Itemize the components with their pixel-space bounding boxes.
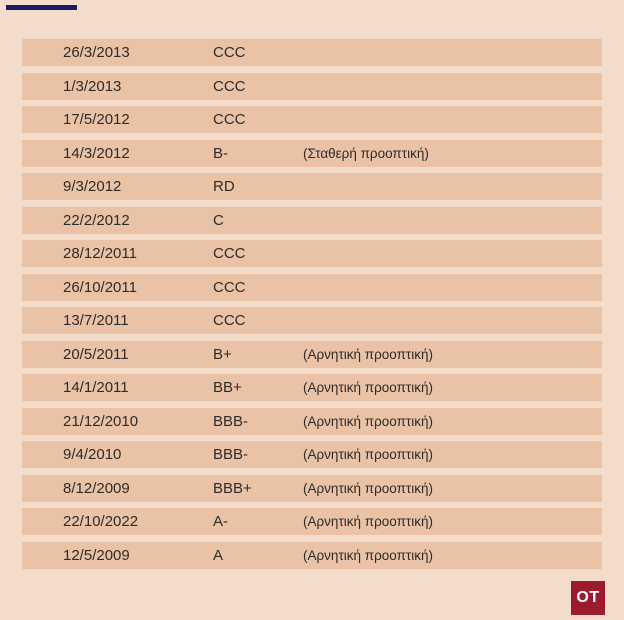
rating-date: 21/12/2010	[63, 412, 139, 430]
rating-date: 20/5/2011	[63, 345, 129, 363]
rating-date: 12/5/2009	[63, 546, 130, 564]
rating-value: CCC	[213, 111, 246, 128]
table-row: 26/10/2011 CCC	[22, 273, 602, 301]
table-row: 26/3/2013 CCC	[22, 39, 602, 66]
table-row: 22/2/2012 C	[22, 206, 602, 234]
ot-logo: OT	[571, 581, 605, 615]
table-row: 9/3/2012 RD	[22, 173, 602, 200]
rating-date: 8/12/2009	[63, 479, 130, 497]
rating-value: C	[213, 211, 224, 229]
rating-date: 14/1/2011	[63, 379, 129, 396]
rating-value: CCC	[213, 278, 246, 296]
rating-value: BBB-	[213, 446, 249, 463]
rating-outlook: (Αρνητική προοπτική)	[303, 447, 433, 462]
rating-value: A-	[213, 513, 228, 530]
table-row: 1/3/2013 CCC	[22, 72, 602, 100]
rating-date: 28/12/2011	[63, 245, 137, 262]
table-row: 14/1/2011 BB+ (Αρνητική προοπτική)	[22, 374, 602, 401]
rating-value: CCC	[213, 245, 246, 262]
rating-value: B-	[213, 144, 228, 162]
rating-outlook: (Αρνητική προοπτική)	[303, 480, 433, 496]
rating-date: 22/2/2012	[63, 211, 130, 229]
ratings-table: 26/3/2013 CCC 1/3/2013 CCC 17/5/2012 CCC…	[22, 39, 602, 569]
table-row: 20/5/2011 B+ (Αρνητική προοπτική)	[22, 340, 602, 368]
rating-value: B+	[213, 345, 232, 363]
rating-value: CCC	[213, 44, 246, 61]
table-row: 28/12/2011 CCC	[22, 240, 602, 267]
rating-date: 26/10/2011	[63, 278, 137, 296]
rating-outlook: (Αρνητική προοπτική)	[303, 346, 433, 362]
table-row: 12/5/2009 A (Αρνητική προοπτική)	[22, 541, 602, 569]
rating-outlook: (Αρνητική προοπτική)	[303, 413, 433, 429]
table-row: 13/7/2011 CCC	[22, 307, 602, 334]
table-row: 17/5/2012 CCC	[22, 106, 602, 133]
rating-date: 14/3/2012	[63, 144, 130, 162]
rating-outlook: (Αρνητική προοπτική)	[303, 514, 433, 529]
rating-value: RD	[213, 178, 235, 195]
table-row: 8/12/2009 BBB+ (Αρνητική προοπτική)	[22, 474, 602, 502]
rating-outlook: (Σταθερή προοπτική)	[303, 145, 429, 161]
rating-date: 26/3/2013	[63, 44, 130, 61]
rating-date: 1/3/2013	[63, 77, 122, 95]
rating-outlook: (Αρνητική προοπτική)	[303, 547, 433, 563]
table-row: 21/12/2010 BBB- (Αρνητική προοπτική)	[22, 407, 602, 435]
table-row: 9/4/2010 BBB- (Αρνητική προοπτική)	[22, 441, 602, 468]
rating-date: 17/5/2012	[63, 111, 130, 128]
rating-value: A	[213, 546, 224, 564]
table-row: 14/3/2012 B- (Σταθερή προοπτική)	[22, 139, 602, 167]
rating-value: BBB-	[213, 412, 249, 430]
rating-value: BBB+	[213, 479, 252, 497]
rating-value: CCC	[213, 312, 246, 329]
rating-value: CCC	[213, 77, 246, 95]
accent-line	[6, 5, 77, 10]
rating-outlook: (Αρνητική προοπτική)	[303, 380, 433, 395]
rating-date: 13/7/2011	[63, 312, 129, 329]
rating-date: 9/3/2012	[63, 178, 122, 195]
rating-date: 22/10/2022	[63, 513, 139, 530]
table-row: 22/10/2022 A- (Αρνητική προοπτική)	[22, 508, 602, 535]
rating-value: BB+	[213, 379, 242, 396]
rating-date: 9/4/2010	[63, 446, 122, 463]
